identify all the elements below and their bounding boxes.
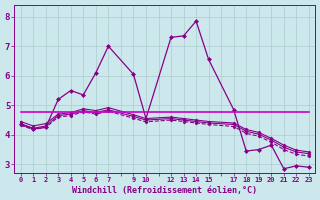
X-axis label: Windchill (Refroidissement éolien,°C): Windchill (Refroidissement éolien,°C) bbox=[72, 186, 257, 195]
